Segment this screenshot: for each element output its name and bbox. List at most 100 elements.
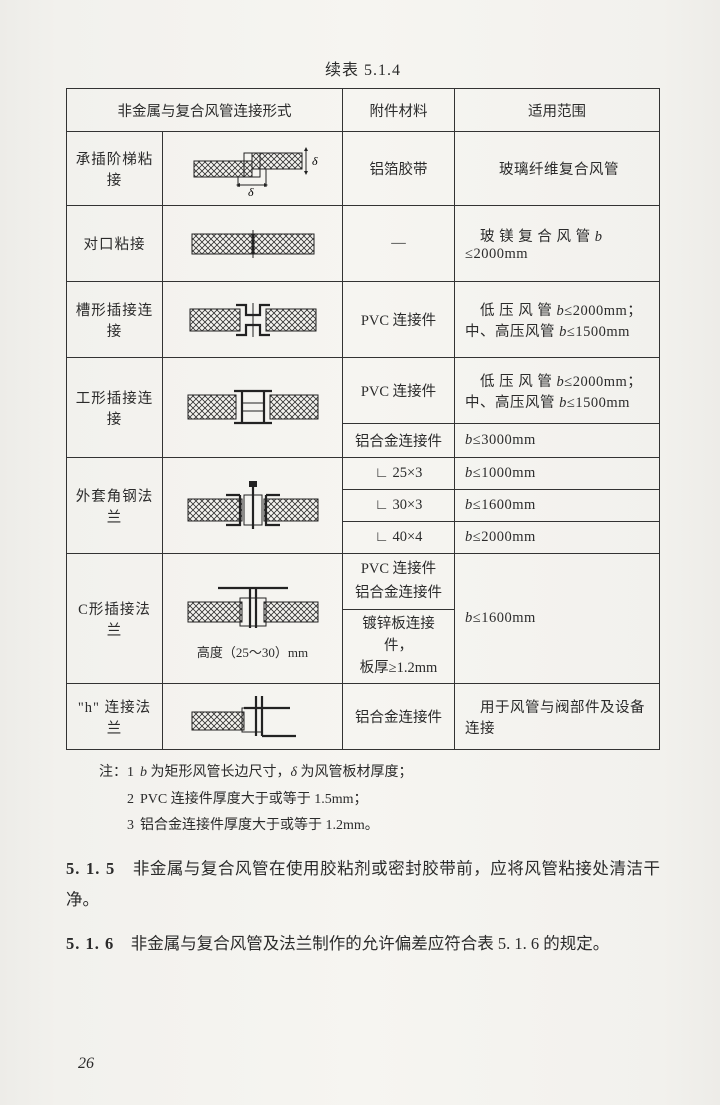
note-lead: 2 bbox=[86, 787, 140, 814]
row-label: 对口粘接 bbox=[67, 206, 163, 282]
paragraph: 5. 1. 6 非金属与复合风管及法兰制作的允许偏差应符合表 5. 1. 6 的… bbox=[66, 929, 660, 960]
note-text: 铝合金连接件厚度大于或等于 1.2mm。 bbox=[140, 813, 379, 840]
material-cell: 镀锌板连接件， 板厚≥1.2mm bbox=[343, 610, 455, 684]
row-label: 外套角钢法兰 bbox=[67, 458, 163, 554]
scope-var: b bbox=[465, 497, 473, 513]
scope-cell: 玻璃纤维复合风管 bbox=[455, 132, 660, 206]
table-caption: 续表 5.1.4 bbox=[66, 56, 660, 80]
note-lead: 3 bbox=[86, 813, 140, 840]
table-row: 外套角钢法兰 ∟ 25×3 b≤1000mm bbox=[67, 458, 660, 490]
scope-cell: b≤1600mm bbox=[455, 490, 660, 522]
row-label: 承插阶梯粘接 bbox=[67, 132, 163, 206]
note-text: b 为矩形风管长边尺寸，δ 为风管板材厚度； bbox=[140, 760, 413, 787]
note-text: PVC 连接件厚度大于或等于 1.5mm； bbox=[140, 787, 368, 814]
scope-text: 中、高压风管 bbox=[465, 324, 559, 340]
header-form: 非金属与复合风管连接形式 bbox=[67, 89, 343, 132]
table-row: 工形插接连接 PVC 连接件 低 压 风 管 b≤2000mm； 中、高压风管 … bbox=[67, 358, 660, 424]
scope-text: ≤1500mm bbox=[567, 395, 630, 411]
material-cell: — bbox=[343, 206, 455, 282]
table-row: C形插接法兰 高度（25～30）mm PVC 连接件 铝合金连接件 b≤1600… bbox=[67, 554, 660, 610]
scope-text: 玻 镁 复 合 风 管 bbox=[465, 229, 595, 245]
scope-text: ≤1000mm bbox=[473, 465, 536, 481]
diagram-h-flange bbox=[178, 690, 328, 744]
scope-text: 低 压 风 管 bbox=[465, 374, 557, 390]
diagram-butt-joint bbox=[178, 224, 328, 264]
table-row: 承插阶梯粘接 δ bbox=[67, 132, 660, 206]
note-lead: 注：1 bbox=[86, 760, 140, 787]
diagram-c-flange bbox=[178, 576, 328, 638]
diagram-cell bbox=[163, 206, 343, 282]
table-row: "h" 连接法兰 铝合金连接件 用于风管与阀部件及设备连接 bbox=[67, 684, 660, 750]
scope-text: ≤1600mm bbox=[473, 610, 536, 626]
scope-text: ≤2000mm bbox=[473, 529, 536, 545]
diagram-cell bbox=[163, 358, 343, 458]
header-scope: 适用范围 bbox=[455, 89, 660, 132]
row-label: "h" 连接法兰 bbox=[67, 684, 163, 750]
scope-cell: 低 压 风 管 b≤2000mm； 中、高压风管 b≤1500mm bbox=[455, 358, 660, 424]
scope-var: b bbox=[465, 432, 473, 448]
diagram-cell bbox=[163, 684, 343, 750]
table-row: 槽形插接连接 PVC 连接件 低 压 风 管 b≤2000mm； 中、高压风管 … bbox=[67, 282, 660, 358]
diagram-angle-flange bbox=[178, 471, 328, 541]
header-material: 附件材料 bbox=[343, 89, 455, 132]
scope-text: ≤2000mm； bbox=[564, 374, 642, 390]
scope-var: b bbox=[595, 229, 603, 245]
scope-text: 中、高压风管 bbox=[465, 395, 559, 411]
scope-var: b bbox=[465, 465, 473, 481]
scope-cell: 玻 镁 复 合 风 管 b ≤2000mm bbox=[455, 206, 660, 282]
row-label: C形插接法兰 bbox=[67, 554, 163, 684]
table-header-row: 非金属与复合风管连接形式 附件材料 适用范围 bbox=[67, 89, 660, 132]
material-cell: 铝箔胶带 bbox=[343, 132, 455, 206]
note-span: 为矩形风管长边尺寸， bbox=[147, 765, 291, 780]
row-label: 槽形插接连接 bbox=[67, 282, 163, 358]
scope-cell: b≤2000mm bbox=[455, 522, 660, 554]
scope-cell: 低 压 风 管 b≤2000mm； 中、高压风管 b≤1500mm bbox=[455, 282, 660, 358]
scope-var: b bbox=[465, 610, 473, 626]
scope-cell: b≤1000mm bbox=[455, 458, 660, 490]
scope-var: b bbox=[559, 324, 567, 340]
note-span: 为风管板材厚度； bbox=[297, 765, 413, 780]
scope-text: 低 压 风 管 bbox=[465, 303, 557, 319]
note-item: 2 PVC 连接件厚度大于或等于 1.5mm； bbox=[86, 787, 660, 814]
material-cell: ∟ 25×3 bbox=[343, 458, 455, 490]
document-page: 续表 5.1.4 非金属与复合风管连接形式 附件材料 适用范围 承插阶梯粘接 bbox=[0, 0, 720, 1105]
note-var: b bbox=[140, 765, 147, 780]
scope-text: ≤1500mm bbox=[567, 324, 630, 340]
material-cell: 铝合金连接件 bbox=[343, 684, 455, 750]
spec-table: 非金属与复合风管连接形式 附件材料 适用范围 承插阶梯粘接 δ bbox=[66, 88, 660, 750]
dim-delta-h: δ bbox=[248, 185, 254, 197]
diagram-cell: 高度（25～30）mm bbox=[163, 554, 343, 684]
scope-var: b bbox=[559, 395, 567, 411]
diagram-channel-joint bbox=[178, 295, 328, 345]
material-cell: PVC 连接件 bbox=[343, 358, 455, 424]
row-label: 工形插接连接 bbox=[67, 358, 163, 458]
material-cell: PVC 连接件 bbox=[343, 282, 455, 358]
section-number: 5. 1. 5 bbox=[66, 859, 115, 878]
diagram-cell bbox=[163, 282, 343, 358]
diagram-cell: δ δ bbox=[163, 132, 343, 206]
material-cell: PVC 连接件 铝合金连接件 bbox=[343, 554, 455, 610]
scope-cell: 用于风管与阀部件及设备连接 bbox=[455, 684, 660, 750]
diagram-caption: 高度（25～30）mm bbox=[197, 642, 308, 661]
material-cell: ∟ 30×3 bbox=[343, 490, 455, 522]
scope-cell: b≤3000mm bbox=[455, 424, 660, 458]
scope-cell: b≤1600mm bbox=[455, 554, 660, 684]
note-item: 注：1 b 为矩形风管长边尺寸，δ 为风管板材厚度； bbox=[86, 760, 660, 787]
scope-text: ≤3000mm bbox=[473, 432, 536, 448]
diagram-cell bbox=[163, 458, 343, 554]
page-number: 26 bbox=[78, 1055, 94, 1073]
material-cell: ∟ 40×4 bbox=[343, 522, 455, 554]
scope-text: ≤1600mm bbox=[473, 497, 536, 513]
paragraph-text: 非金属与复合风管及法兰制作的允许偏差应符合表 5. 1. 6 的规定。 bbox=[114, 934, 609, 953]
table-notes: 注：1 b 为矩形风管长边尺寸，δ 为风管板材厚度； 2 PVC 连接件厚度大于… bbox=[86, 760, 660, 840]
scope-var: b bbox=[465, 529, 473, 545]
material-cell: 铝合金连接件 bbox=[343, 424, 455, 458]
table-row: 对口粘接 — 玻 镁 复 合 风 管 b ≤2000mm bbox=[67, 206, 660, 282]
paragraph: 5. 1. 5 非金属与复合风管在使用胶粘剂或密封胶带前，应将风管粘接处清洁干净… bbox=[66, 854, 660, 915]
section-number: 5. 1. 6 bbox=[66, 934, 114, 953]
diagram-i-joint bbox=[178, 381, 328, 435]
diagram-step-joint: δ δ bbox=[178, 141, 328, 197]
dim-delta-v: δ bbox=[312, 154, 318, 168]
paragraph-text: 非金属与复合风管在使用胶粘剂或密封胶带前，应将风管粘接处清洁干净。 bbox=[66, 859, 660, 909]
scope-text: ≤2000mm bbox=[465, 246, 528, 262]
